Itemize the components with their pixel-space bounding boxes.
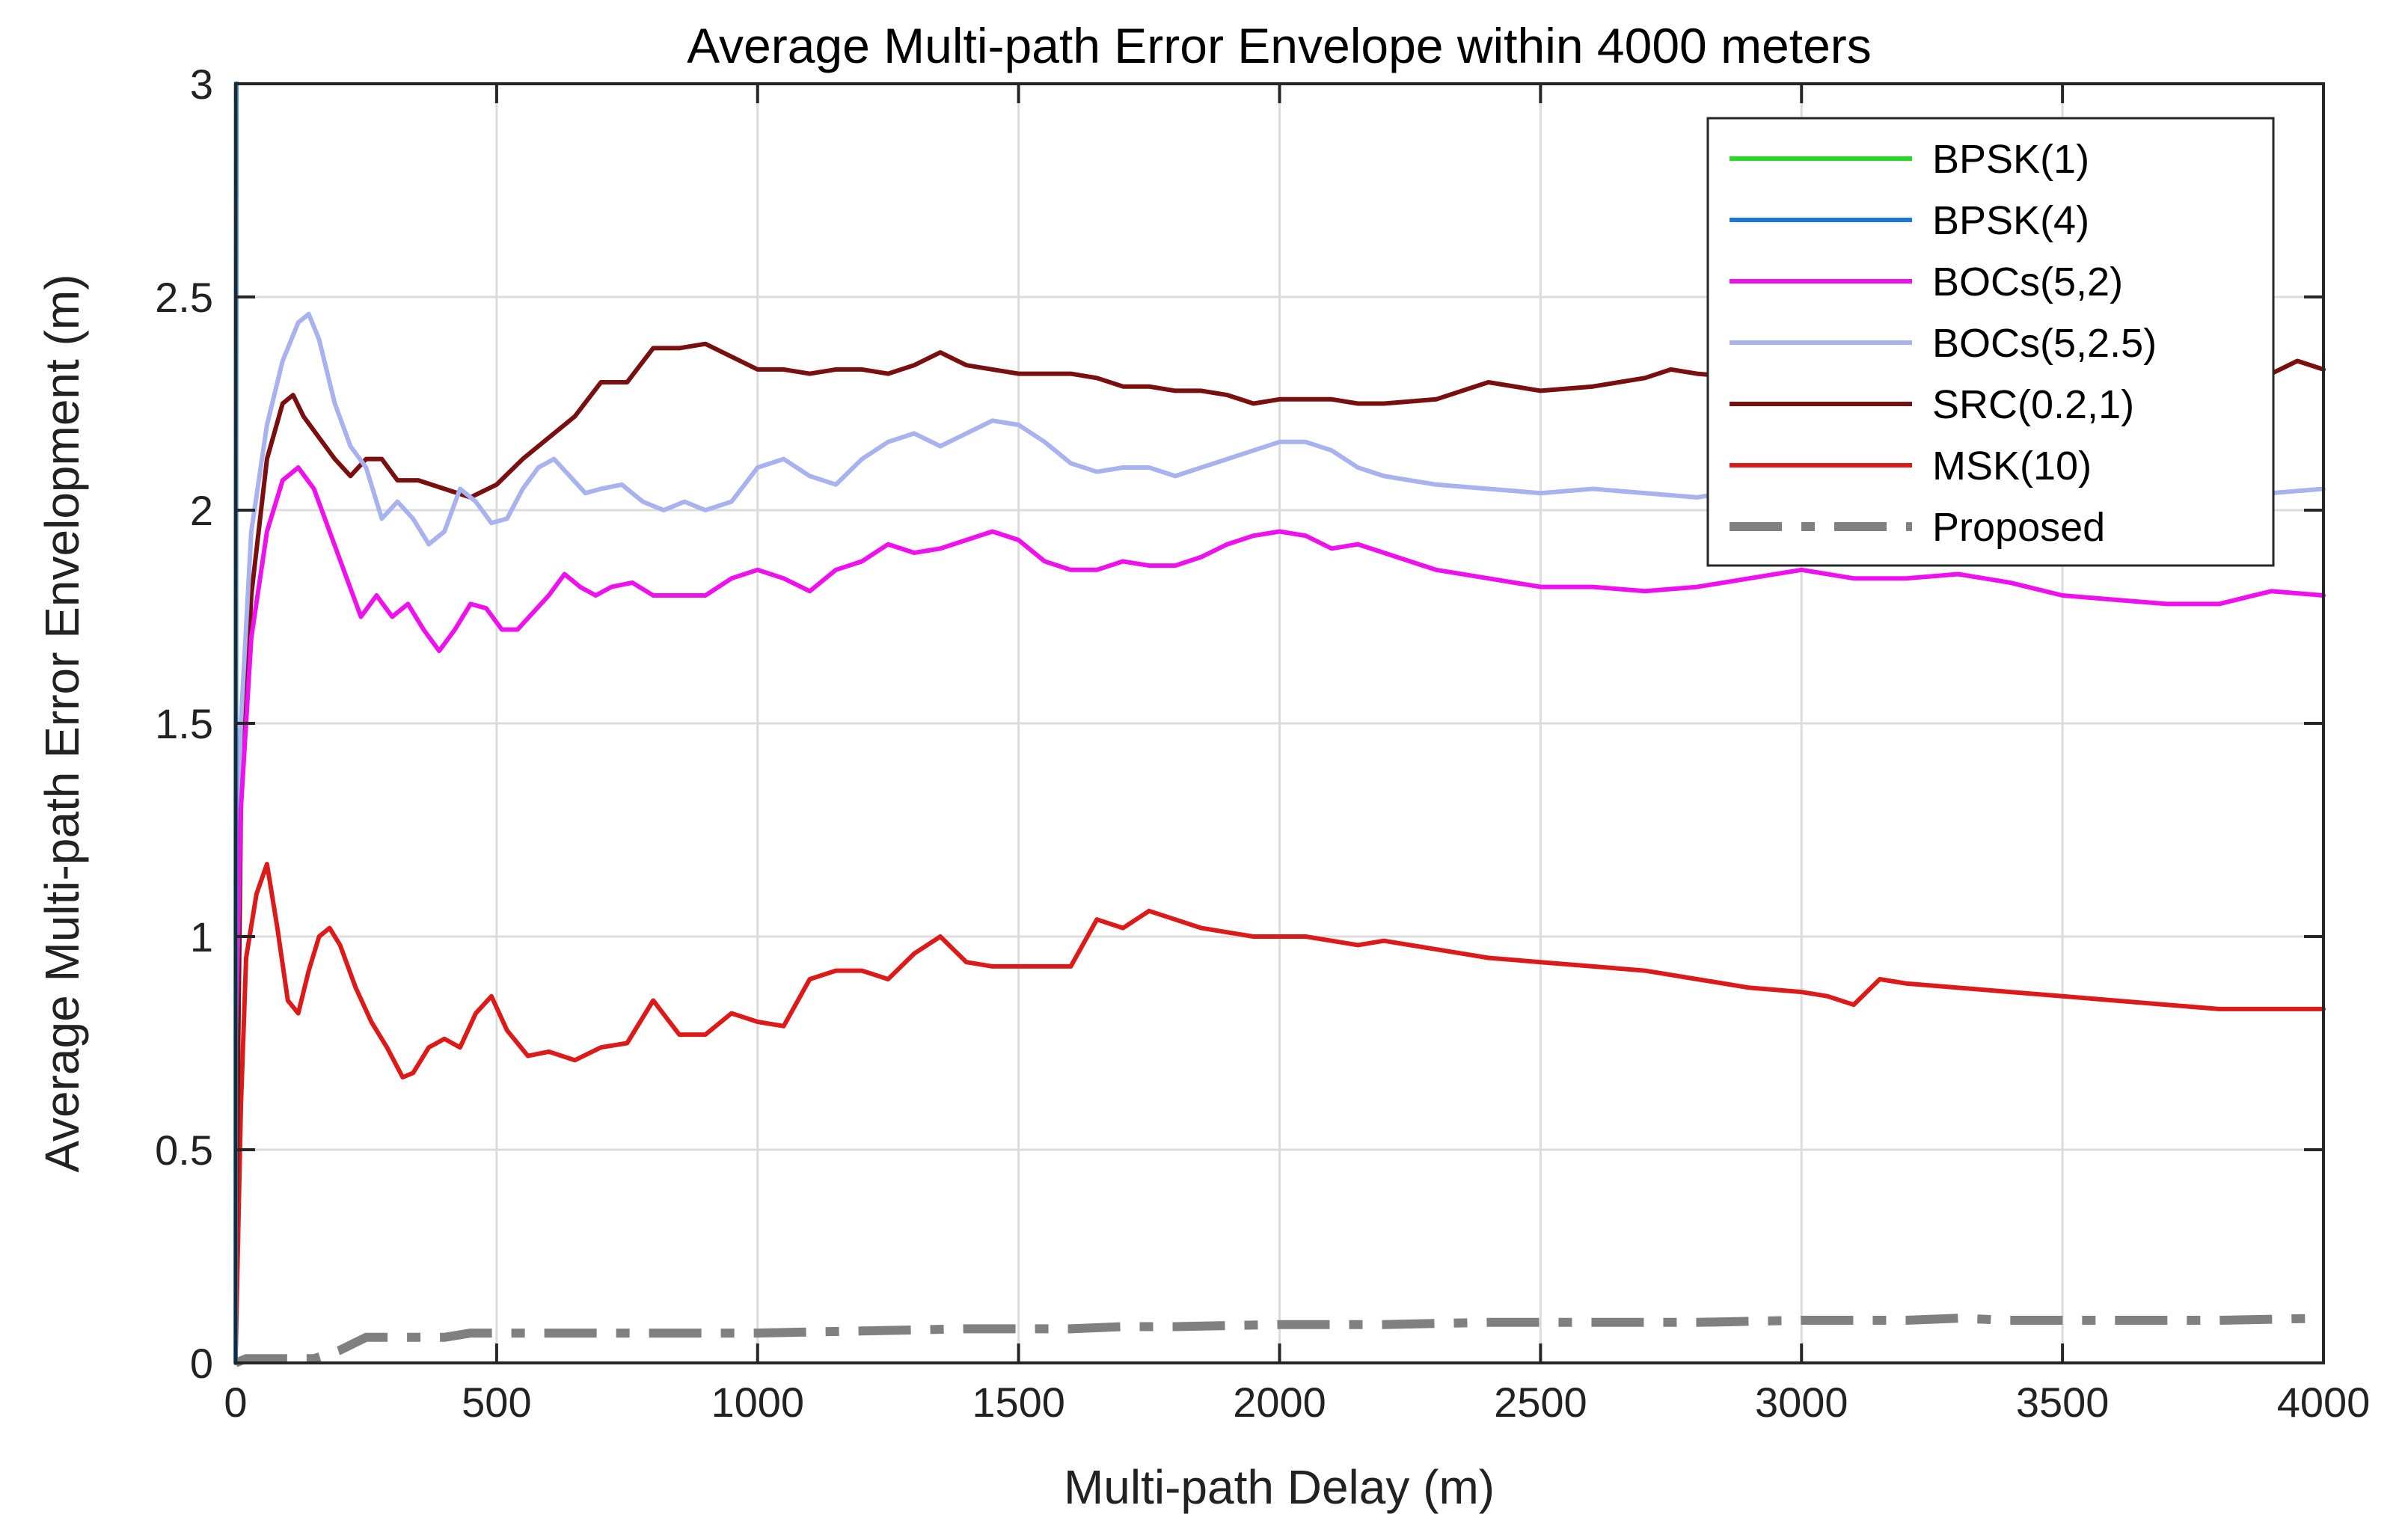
x-tick-label: 2000 [1233,1379,1326,1426]
series-line-msk-10 [233,862,2326,1357]
x-tick-label: 3500 [2016,1379,2110,1426]
y-axis-label: Average Multi-path Error Envelopment (m) [35,274,89,1172]
axis-ticks: 0 500 1000 1500 2000 2500 3000 3500 4000 0 0.5 1 1.5… [155,61,2370,1426]
x-tick-label: 4000 [2277,1379,2371,1426]
legend-label: BOCs(5,2) [1932,260,2123,304]
y-tick-label: 2.5 [155,274,213,321]
x-axis-label: Multi-path Delay (m) [1064,1460,1495,1514]
y-tick-label: 1.5 [155,700,213,747]
legend-label: Proposed [1932,505,2105,550]
x-tick-label: 1500 [972,1379,1065,1426]
chart-title: Average Multi-path Error Envelope within… [687,18,1872,73]
y-tick-label: 1 [190,913,213,960]
x-tick-label: 1000 [711,1379,804,1426]
legend-label: BPSK(4) [1932,198,2089,243]
series-line-proposed [233,1314,2324,1367]
legend-label: SRC(0.2,1) [1932,382,2134,427]
y-tick-label: 0.5 [155,1127,213,1174]
series-line-bocs-5-2 [233,465,2326,1046]
legend-label: BOCs(5,2.5) [1932,321,2157,366]
y-tick-label: 3 [190,61,213,108]
y-tick-label: 0 [190,1340,213,1387]
y-tick-label: 2 [190,487,213,534]
x-tick-label: 2500 [1494,1379,1587,1426]
legend: BPSK(1) BPSK(4) BOCs(5,2) BOCs(5,2.5) SRC(0.… [1706,117,2275,567]
legend-label: BPSK(1) [1932,137,2089,182]
legend-label: MSK(10) [1932,444,2092,488]
x-tick-label: 500 [462,1379,531,1426]
x-tick-label: 3000 [1755,1379,1848,1426]
x-tick-label: 0 [224,1379,247,1426]
series-line-bocs-5-2-5 [233,311,2326,888]
